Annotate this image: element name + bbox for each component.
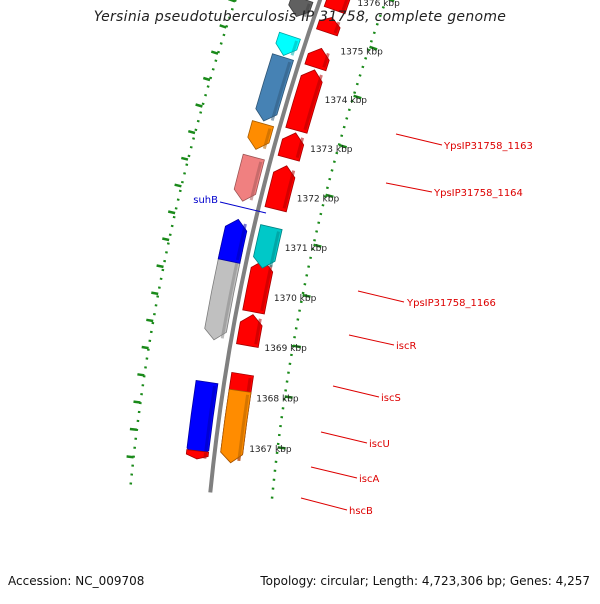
gene-feature-arrow [255, 53, 295, 122]
gene-feature-shade [333, 21, 341, 34]
label-leader-line [357, 290, 405, 303]
gene-feature-shade [249, 161, 263, 201]
kbp-tick [292, 344, 302, 349]
outer-scale-tick [146, 318, 154, 323]
gene-feature-shade [235, 223, 247, 261]
gene-label: iscA [359, 474, 379, 485]
gene-feature-arrow [186, 379, 219, 460]
accession-text: Accession: NC_009708 [8, 574, 145, 588]
gene-feature-shade [303, 74, 323, 131]
outer-scale-tick [174, 183, 182, 188]
gene-feature-shade [282, 170, 296, 209]
gene-feature-shade [203, 452, 207, 459]
gene-label: suhB [193, 195, 218, 206]
outer-scale-tick [180, 156, 189, 161]
gene-feature-shade [262, 128, 272, 150]
outer-scale-tick [187, 129, 196, 135]
kbp-tick [325, 193, 334, 199]
outer-scale-tick [156, 264, 164, 269]
map-title: Yersinia pseudotuberculosis IP 31758, co… [93, 9, 507, 25]
gene-feature-shade [269, 231, 280, 268]
outer-scale-tick [195, 103, 203, 108]
kbp-tick [338, 143, 348, 149]
kbp-tick [387, 0, 395, 3]
outer-scale-tick [133, 400, 141, 404]
label-leader-line [348, 334, 395, 346]
label-leader-line [332, 385, 380, 398]
gene-feature-shade [270, 61, 292, 121]
gene-label: iscS [381, 393, 401, 404]
outer-scale-tick [126, 455, 134, 459]
gene-feature-shade [303, 3, 311, 18]
gene-feature-arrow [220, 388, 252, 464]
kbp-tick-label: 1373 kbp [310, 145, 353, 155]
gene-feature-shade [322, 52, 330, 68]
kbp-tick-label: 1374 kbp [325, 96, 368, 106]
scale-ring-outer [129, 0, 237, 485]
gene-feature-arrow [247, 120, 275, 150]
kbp-tick-label: 1367 kbp [249, 445, 292, 455]
kbp-tick-label: 1371 kbp [285, 244, 328, 254]
label-leader-line [320, 431, 368, 444]
gene-label: iscR [396, 341, 416, 352]
outer-scale-tick [210, 50, 219, 55]
gene-feature-arrow [285, 69, 323, 134]
backbone-ring [208, 0, 323, 493]
gene-feature-shade [254, 318, 262, 345]
label-leader-line [395, 133, 443, 146]
outer-scale-tick [219, 24, 227, 29]
gene-feature-shade [290, 40, 299, 56]
kbp-tick-label: 1369 kbp [264, 344, 307, 354]
kbp-tick-label: 1370 kbp [274, 294, 317, 304]
kbp-tick [313, 243, 322, 248]
kbp-tick [353, 94, 362, 100]
kbp-tick [284, 395, 293, 399]
gene-feature-shade [295, 137, 305, 158]
gene-feature-arrow [253, 224, 283, 269]
gene-feature-shade [237, 394, 250, 461]
outer-scale-tick [141, 345, 149, 350]
kbp-tick [369, 45, 378, 51]
gene-label: YpsIP31758_1164 [433, 188, 523, 199]
gene-feature-arrow [323, 0, 351, 15]
gene-label: hscB [349, 506, 373, 517]
outer-scale-tick [228, 0, 236, 3]
gene-label: YpsIP31758_1166 [406, 298, 496, 309]
kbp-tick-label: 1368 kbp [256, 395, 299, 405]
outer-scale-tick [162, 237, 170, 242]
outer-scale-tick [151, 291, 159, 296]
kbp-tick [302, 293, 311, 298]
gene-feature-shade [341, 0, 349, 11]
gene-label: YpsIP31758_1163 [443, 141, 533, 152]
gene-label: iscU [369, 439, 390, 450]
outer-scale-tick [129, 427, 137, 432]
label-leader-line [219, 201, 267, 214]
outer-scale-tick [137, 373, 145, 377]
kbp-tick-label: 1376 kbp [357, 0, 400, 9]
outer-scale-tick [167, 210, 176, 215]
kbp-tick-label: 1375 kbp [340, 47, 383, 57]
label-leader-line [300, 497, 348, 511]
gene-feature-arrow [242, 259, 274, 315]
gene-feature-arrow [185, 449, 210, 460]
topology-text: Topology: circular; Length: 4,723,306 bp… [260, 574, 590, 588]
label-leader-line [310, 466, 358, 479]
label-leader-line [385, 182, 433, 193]
kbp-tick [277, 446, 286, 450]
kbp-tick-label: 1372 kbp [297, 194, 340, 204]
outer-scale-tick [202, 76, 211, 82]
gene-feature-arrow [233, 153, 265, 202]
